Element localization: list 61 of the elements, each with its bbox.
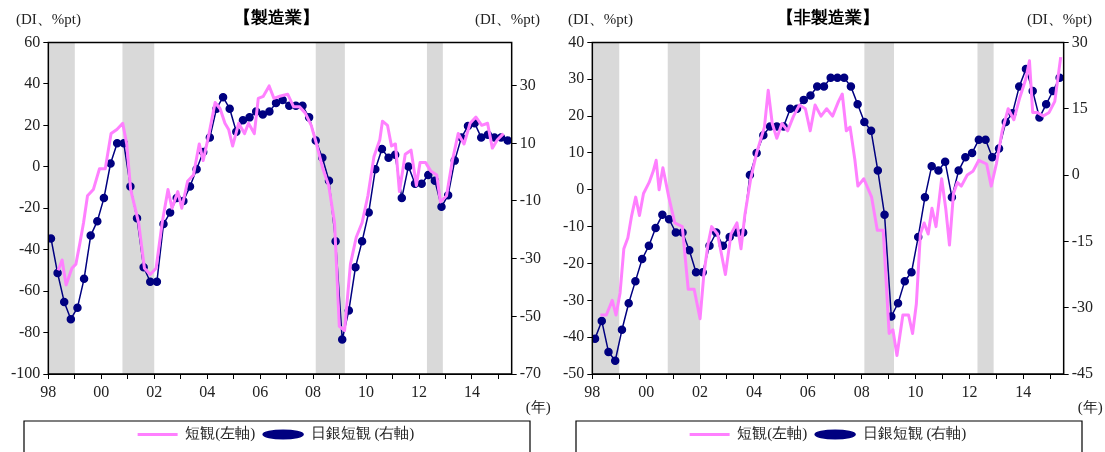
y2-tick-label: -70 — [519, 364, 541, 382]
x-axis-title: (年) — [525, 398, 551, 416]
x-tick-label: 02 — [146, 382, 163, 400]
y2-tick-label: 30 — [1071, 32, 1088, 50]
y-tick-label: -80 — [19, 322, 41, 340]
x-tick-label: 02 — [692, 382, 709, 400]
y2-axis-title: (DI、%pt) — [475, 10, 540, 28]
chart-title: 【製造業】 — [233, 7, 319, 27]
y-axis-title: (DI、%pt) — [16, 10, 81, 28]
y-axis-title: (DI、%pt) — [568, 10, 633, 28]
y-tick-label: -30 — [563, 290, 585, 308]
x-tick-label: 12 — [411, 382, 427, 400]
x-tick-label: 12 — [961, 382, 978, 400]
y-tick-label: -10 — [563, 216, 585, 234]
legend-label: 短観(左軸) — [737, 425, 808, 443]
y-tick-label: 20 — [568, 106, 585, 124]
y-tick-label: -50 — [563, 364, 585, 382]
y2-tick-label: -45 — [1071, 364, 1093, 382]
y-tick-label: -40 — [19, 239, 41, 257]
x-tick-label: 98 — [584, 382, 601, 400]
legend-label: 日銀短観 (右軸) — [310, 425, 415, 443]
y-tick-label: 0 — [32, 156, 41, 174]
x-tick-label: 14 — [463, 382, 480, 400]
y2-tick-label: -30 — [1071, 297, 1093, 315]
x-tick-label: 04 — [745, 382, 762, 400]
x-axis-title: (年) — [1077, 398, 1103, 416]
y-tick-label: 30 — [568, 69, 585, 87]
y-tick-label: 40 — [24, 74, 41, 92]
x-tick-label: 06 — [799, 382, 816, 400]
x-tick-label: 14 — [1015, 382, 1032, 400]
y-tick-label: -40 — [563, 327, 585, 345]
x-tick-label: 08 — [305, 382, 322, 400]
y-tick-label: -60 — [19, 281, 41, 299]
y-tick-label: 10 — [568, 143, 585, 161]
y2-axis-title: (DI、%pt) — [1027, 10, 1092, 28]
x-tick-label: 10 — [907, 382, 924, 400]
x-tick-label: 00 — [93, 382, 110, 400]
x-tick-label: 04 — [199, 382, 216, 400]
y-tick-label: 40 — [568, 32, 585, 50]
y2-tick-label: -30 — [519, 248, 541, 266]
y2-tick-label: -10 — [519, 191, 541, 209]
y2-tick-label: -15 — [1071, 231, 1093, 249]
y2-tick-label: 15 — [1071, 98, 1088, 116]
y-tick-label: 60 — [24, 32, 41, 50]
y2-tick-label: 0 — [1071, 165, 1080, 183]
legend-label: 短観(左軸) — [185, 425, 256, 443]
y2-tick-label: 10 — [519, 133, 536, 151]
legend-label: 日銀短観 (右軸) — [862, 425, 967, 443]
y-tick-label: -20 — [563, 253, 585, 271]
x-tick-label: 10 — [358, 382, 375, 400]
y-tick-label: -20 — [19, 198, 41, 216]
x-tick-label: 98 — [40, 382, 57, 400]
x-tick-label: 08 — [853, 382, 870, 400]
y-tick-label: -100 — [11, 364, 41, 382]
y2-tick-label: 30 — [519, 75, 536, 93]
x-tick-label: 06 — [252, 382, 269, 400]
x-tick-label: 00 — [638, 382, 655, 400]
chart-title: 【非製造業】 — [777, 7, 879, 27]
y-tick-label: 20 — [24, 115, 41, 133]
y-tick-label: 0 — [576, 179, 585, 197]
y2-tick-label: -50 — [519, 306, 541, 324]
